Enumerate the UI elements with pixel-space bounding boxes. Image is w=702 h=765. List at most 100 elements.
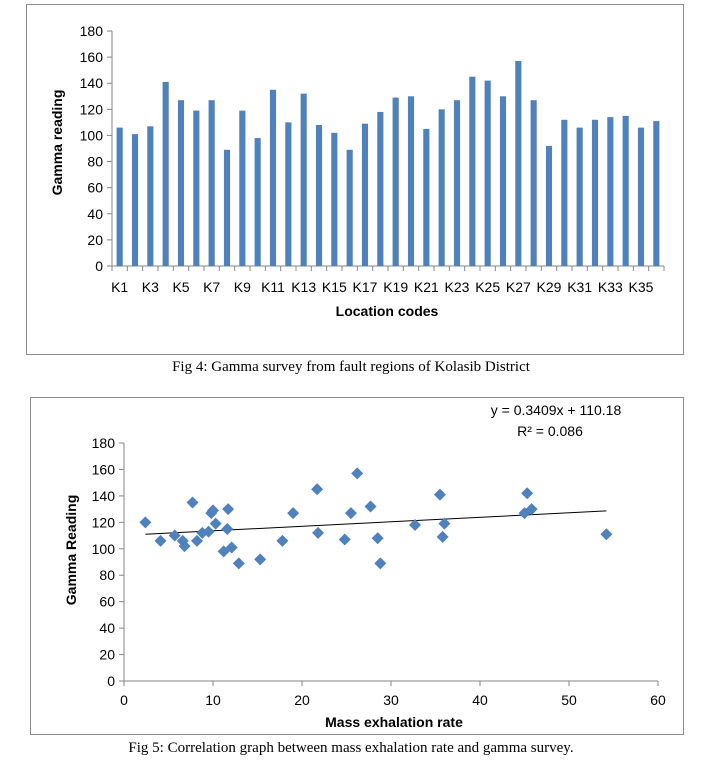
y-axis-title: Gamma reading	[49, 90, 65, 196]
data-point	[525, 503, 538, 516]
data-point	[186, 496, 199, 509]
bar-k36	[653, 121, 660, 266]
x-tick-label: 30	[383, 692, 399, 708]
x-tick-label: K35	[629, 279, 654, 295]
x-tick-label: K9	[234, 279, 251, 295]
bar-k29	[545, 145, 553, 266]
bar-k27	[515, 61, 522, 267]
x-tick-label: K19	[383, 279, 408, 295]
y-tick-label: 40	[99, 620, 115, 636]
y-tick-label: 80	[87, 154, 103, 170]
x-tick-label: K5	[172, 279, 189, 295]
data-point	[364, 500, 377, 513]
bar-k32	[591, 119, 599, 267]
data-point	[312, 526, 325, 539]
bar-k33	[607, 117, 614, 267]
bar-chart-frame: 0 20 40 60 80 100 120 140 160 180 K1 K3 K5 K7 K9 K11 K13…	[26, 4, 684, 355]
data-point	[374, 557, 387, 570]
y-tick-label: 0	[107, 673, 115, 689]
x-tick-label: 20	[294, 692, 310, 708]
bar-k30	[561, 119, 568, 267]
data-point	[521, 487, 534, 500]
y-tick-label: 40	[87, 206, 103, 222]
bar-k25	[484, 80, 491, 266]
x-tick-label: 40	[472, 692, 488, 708]
data-point	[344, 507, 357, 520]
bar-k21	[423, 128, 430, 266]
bar-k11	[269, 89, 277, 266]
x-tick-label: K11	[261, 279, 285, 295]
x-tick-label: K23	[445, 279, 470, 295]
bar-k15	[331, 132, 338, 266]
x-tick-label: 60	[650, 692, 666, 708]
x-tick-label: 50	[561, 692, 577, 708]
bar-k12	[285, 122, 292, 266]
data-point	[254, 553, 267, 566]
bar-k19	[392, 97, 399, 266]
y-tick-label: 20	[99, 647, 115, 663]
data-point	[287, 507, 300, 520]
bar-k5	[177, 100, 185, 266]
y-tick-label: 180	[92, 435, 116, 451]
data-point	[371, 532, 384, 545]
x-tick-label: K3	[142, 279, 159, 295]
data-point	[409, 518, 422, 531]
x-tick-label: K29	[537, 279, 562, 295]
bar-k2	[131, 134, 139, 266]
data-point	[168, 529, 181, 542]
data-point	[190, 534, 203, 547]
bar-k17	[361, 123, 369, 266]
gamma-bar-chart: 0 20 40 60 80 100 120 140 160 180 K1 K3 K5 K7 K9 K11 K13…	[49, 23, 665, 319]
x-tick-label: K21	[414, 279, 439, 295]
data-point	[338, 533, 351, 546]
bar-k28	[530, 100, 537, 266]
bar-k35	[637, 127, 645, 266]
data-point	[311, 483, 324, 496]
y-tick-label: 140	[80, 75, 104, 91]
x-tick-label: K15	[322, 279, 347, 295]
bar-k34	[622, 115, 629, 266]
x-tick-label: K25	[475, 279, 500, 295]
y-tick-label: 20	[87, 232, 103, 248]
data-point	[176, 534, 189, 547]
data-point	[232, 557, 245, 570]
data-point	[438, 517, 451, 530]
bar-k6	[193, 110, 200, 266]
data-point	[178, 540, 191, 553]
bar-k1	[116, 127, 123, 266]
data-point	[600, 528, 613, 541]
y-tick-label: 120	[92, 514, 116, 530]
x-tick-label: K33	[598, 279, 623, 295]
data-point	[351, 467, 364, 480]
data-point	[433, 488, 446, 501]
data-point	[209, 517, 222, 530]
fig5-caption: Fig 5: Correlation graph between mass ex…	[128, 740, 574, 756]
x-tick-label: K27	[506, 279, 531, 295]
bar-k31	[576, 127, 583, 266]
x-tick-label: K31	[567, 279, 592, 295]
y-tick-label: 0	[95, 258, 103, 274]
bar-k9	[239, 110, 246, 266]
data-point	[221, 522, 234, 535]
y-tick-label: 100	[80, 127, 104, 143]
data-point	[436, 530, 449, 543]
x-tick-label: 0	[120, 692, 128, 708]
x-tick-label: K7	[203, 279, 220, 295]
data-point	[154, 534, 167, 547]
data-point	[518, 507, 531, 520]
bar-k18	[377, 111, 384, 266]
trendline-equation: y = 0.3409x + 110.18	[491, 402, 622, 418]
data-point	[202, 525, 215, 538]
bar-k8	[223, 149, 231, 266]
data-point	[225, 541, 238, 554]
y-axis-title: Gamma Reading	[63, 495, 79, 605]
x-tick-label: K17	[353, 279, 378, 295]
y-tick-label: 120	[80, 101, 104, 117]
data-point	[139, 516, 152, 529]
y-tick-label: 180	[80, 23, 104, 39]
scatter-chart-frame: 0 20 40 60 80 100 120 140 160 180 0 10 20 30 40 50 60 y =…	[30, 397, 684, 735]
x-tick-label: 10	[205, 692, 221, 708]
data-point	[276, 534, 289, 547]
y-tick-label: 60	[87, 180, 103, 196]
x-axis-title: Location codes	[336, 303, 439, 319]
